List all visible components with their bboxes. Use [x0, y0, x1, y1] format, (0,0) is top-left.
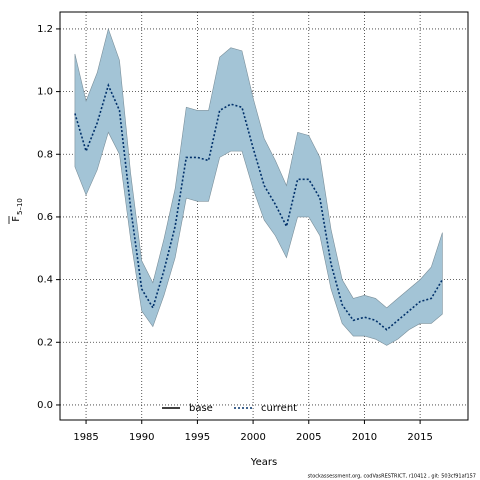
y-axis-label: F: [11, 216, 22, 222]
y-tick-label: 1.2: [37, 24, 53, 35]
y-tick-label: 0.0: [37, 400, 53, 411]
x-tick-label: 2015: [407, 432, 432, 443]
y-tick-label: 0.2: [37, 337, 53, 348]
y-tick-label: 0.8: [37, 149, 53, 160]
x-tick-label: 1985: [73, 432, 98, 443]
footer: stockassessment.org, codVasRESTRICT, r10…: [308, 474, 476, 480]
x-tick-label: 2005: [296, 432, 321, 443]
legend-label: current: [261, 403, 297, 414]
x-tick-label: 1990: [129, 432, 154, 443]
confidence-band: [74, 27, 443, 346]
y-axis-label-group: F 5–10: [8, 198, 24, 224]
y-tick-label: 1.0: [37, 87, 53, 98]
y-axis-label-sub: 5–10: [16, 198, 24, 215]
y-tick-label: 0.4: [37, 275, 53, 286]
y-tick-label: 0.6: [37, 212, 53, 223]
x-tick-label: 1995: [185, 432, 210, 443]
x-tick-label: 2010: [352, 432, 377, 443]
legend-label: base: [189, 403, 213, 414]
plot-frame: [59, 11, 469, 421]
series-line: [74, 83, 444, 331]
x-axis-label: Years: [250, 457, 277, 468]
x-tick-label: 2000: [240, 432, 265, 443]
